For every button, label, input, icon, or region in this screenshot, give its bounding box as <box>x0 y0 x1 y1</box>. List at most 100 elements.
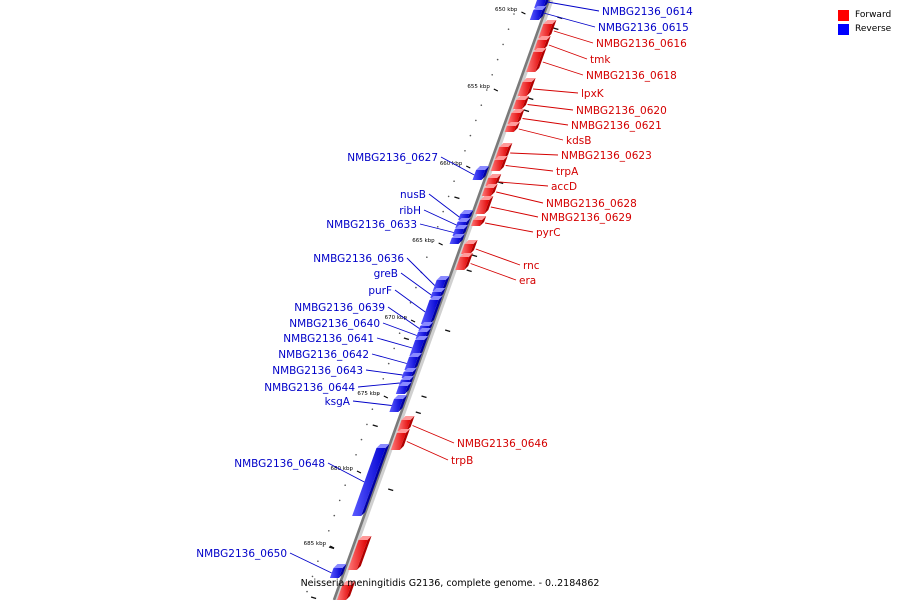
gene-block-nmbg2136-0642[interactable] <box>404 353 423 370</box>
gene-block-nmbg2136-0618[interactable] <box>526 48 547 72</box>
gene-label-tmk[interactable]: tmk <box>590 54 611 66</box>
gene-label-nmbg2136-0642[interactable]: NMBG2136_0642 <box>278 349 369 361</box>
legend-reverse-label: Reverse <box>855 24 892 34</box>
gene-block-nmbg2136-0650[interactable] <box>329 564 347 578</box>
gene-block-trpb[interactable] <box>390 429 410 450</box>
scale-dot <box>328 530 330 532</box>
feature-marker <box>387 488 394 492</box>
feature-marker <box>310 596 317 600</box>
scale-dot <box>344 484 346 487</box>
gene-block-nmbg2136-0641[interactable] <box>409 336 429 356</box>
gene-label-trpa[interactable]: trpA <box>556 166 579 178</box>
scale-dot <box>475 119 477 122</box>
gene-label-nmbg2136-0646[interactable]: NMBG2136_0646 <box>457 438 548 450</box>
gene-label-nmbg2136-0627[interactable]: NMBG2136_0627 <box>347 152 438 164</box>
gene-label-nmbg2136-0641[interactable]: NMBG2136_0641 <box>283 333 374 345</box>
gene-label-kdsb[interactable]: kdsB <box>566 135 591 147</box>
leader-line <box>496 191 544 204</box>
gene-block-unlabeled-forward-1[interactable] <box>347 536 372 570</box>
gene-block-trpa[interactable] <box>490 156 508 171</box>
gene-block-purf[interactable] <box>420 296 443 324</box>
leader-line <box>505 165 554 172</box>
gene-label-lpxk[interactable]: lpxK <box>581 88 605 100</box>
gene-block-nmbg2136-0621[interactable] <box>507 109 525 124</box>
leader-line <box>518 128 564 141</box>
gene-label-nmbg2136-0628[interactable]: NMBG2136_0628 <box>546 198 637 210</box>
gene-label-nmbg2136-0616[interactable]: NMBG2136_0616 <box>596 38 687 50</box>
gene-label-purf[interactable]: purF <box>368 285 392 297</box>
gene-block-unlabeled-reverse-2[interactable] <box>395 382 412 394</box>
gene-block-pyrc[interactable] <box>471 216 487 226</box>
tick-label-660-kbp: 660 kbp <box>440 161 463 167</box>
scale-dot <box>431 241 434 243</box>
gene-label-accd[interactable]: accD <box>551 181 577 193</box>
gene-label-nmbg2136-0614[interactable]: NMBG2136_0614 <box>602 6 693 18</box>
feature-marker <box>466 269 472 273</box>
gene-label-nmbg2136-0633[interactable]: NMBG2136_0633 <box>326 219 417 231</box>
gene-label-nmbg2136-0620[interactable]: NMBG2136_0620 <box>576 105 667 117</box>
scale-dot <box>338 499 341 502</box>
tick-label-670-kbp: 670 kbp <box>385 315 408 321</box>
gene-label-nmbg2136-0640[interactable]: NMBG2136_0640 <box>289 318 380 330</box>
scale-dot <box>415 286 417 289</box>
gene-label-nmbg2136-0644[interactable]: NMBG2136_0644 <box>264 382 355 394</box>
gene-block-unlabeled-forward-2[interactable] <box>337 581 356 600</box>
leader-line <box>400 272 432 296</box>
gene-label-nmbg2136-0636[interactable]: NMBG2136_0636 <box>313 253 404 265</box>
tick-label-685-kbp: 685 kbp <box>304 541 327 547</box>
gene-label-nmbg2136-0629[interactable]: NMBG2136_0629 <box>541 212 632 224</box>
gene-block-nmbg2136-0648[interactable] <box>352 444 390 516</box>
feature-marker <box>454 196 460 200</box>
leader-line <box>394 289 426 313</box>
leader-line <box>406 257 436 286</box>
tick-mark <box>493 88 499 92</box>
leader-line <box>357 382 400 388</box>
gene-block-rnc[interactable] <box>460 240 478 254</box>
gene-label-nusb[interactable]: nusB <box>400 189 426 201</box>
gene-label-nmbg2136-0643[interactable]: NMBG2136_0643 <box>272 365 363 377</box>
gene-label-trpb[interactable]: trpB <box>451 455 473 467</box>
leader-line <box>547 1 600 12</box>
gene-block-tmk[interactable] <box>534 36 551 50</box>
tick-label-650-kbp: 650 kbp <box>495 7 518 13</box>
gene-label-nmbg2136-0650[interactable]: NMBG2136_0650 <box>196 548 287 560</box>
gene-block-nmbg2136-0646[interactable] <box>397 416 415 431</box>
feature-marker <box>497 181 504 185</box>
gene-block-nmbg2136-0615[interactable] <box>529 6 547 20</box>
gene-block-lpxk[interactable] <box>517 78 536 96</box>
gene-label-era[interactable]: era <box>519 275 536 287</box>
feature-marker <box>471 254 478 258</box>
scale-dot <box>322 545 325 547</box>
tick-mark <box>466 165 471 169</box>
gene-block-nmbg2136-0628[interactable] <box>481 184 498 196</box>
gene-label-nmbg2136-0648[interactable]: NMBG2136_0648 <box>234 458 325 470</box>
gene-label-nmbg2136-0615[interactable]: NMBG2136_0615 <box>598 22 689 34</box>
leader-line <box>499 181 549 187</box>
gene-label-rnc[interactable]: rnc <box>523 260 540 272</box>
gene-label-nmbg2136-0623[interactable]: NMBG2136_0623 <box>561 150 652 162</box>
gene-block-nmbg2136-0629[interactable] <box>475 196 494 214</box>
gene-label-greb[interactable]: greB <box>374 268 398 280</box>
scale-dot <box>349 469 352 471</box>
gene-block-era[interactable] <box>455 253 473 270</box>
leader-line <box>423 209 457 226</box>
gene-block-nmbg2136-0627[interactable] <box>472 166 490 180</box>
gene-label-nmbg2136-0639[interactable]: NMBG2136_0639 <box>294 302 385 314</box>
gene-block-kdsb[interactable] <box>504 122 520 132</box>
gene-block-unlabeled-reverse-1[interactable] <box>449 234 465 244</box>
gene-label-ribh[interactable]: ribH <box>399 205 421 217</box>
gene-label-ksga[interactable]: ksgA <box>325 396 351 408</box>
feature-marker <box>372 424 378 428</box>
leader-line <box>522 118 569 126</box>
gene-label-pyrc[interactable]: pyrC <box>536 227 561 239</box>
feature-marker <box>553 27 559 31</box>
gene-label-nmbg2136-0618[interactable]: NMBG2136_0618 <box>586 70 677 82</box>
scale-dot <box>306 590 308 593</box>
gene-block-nmbg2136-0620[interactable] <box>512 96 530 109</box>
gene-block-nmbg2136-0616[interactable] <box>538 20 557 38</box>
leader-line <box>553 30 594 44</box>
tick-mark <box>356 470 362 474</box>
gene-block-ksga[interactable] <box>389 395 408 412</box>
leader-line <box>419 223 454 233</box>
gene-label-nmbg2136-0621[interactable]: NMBG2136_0621 <box>571 120 662 132</box>
